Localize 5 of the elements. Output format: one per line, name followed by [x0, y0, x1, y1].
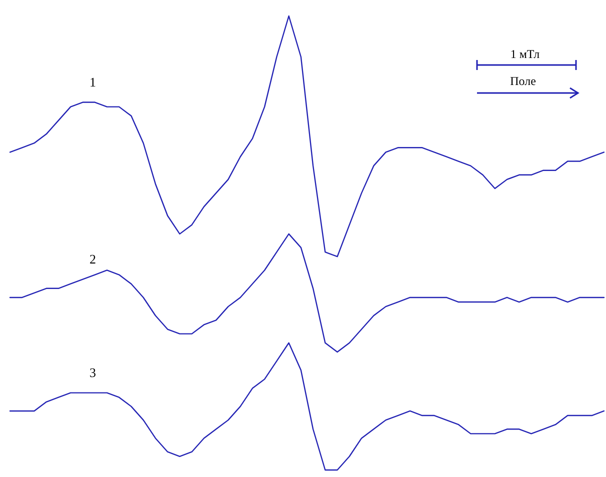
series-label: 1 [89, 74, 96, 90]
annotation: Поле [510, 74, 536, 88]
series-label: 3 [89, 364, 96, 380]
annotation: 1 мТл [510, 47, 540, 61]
series-label: 2 [89, 251, 96, 266]
